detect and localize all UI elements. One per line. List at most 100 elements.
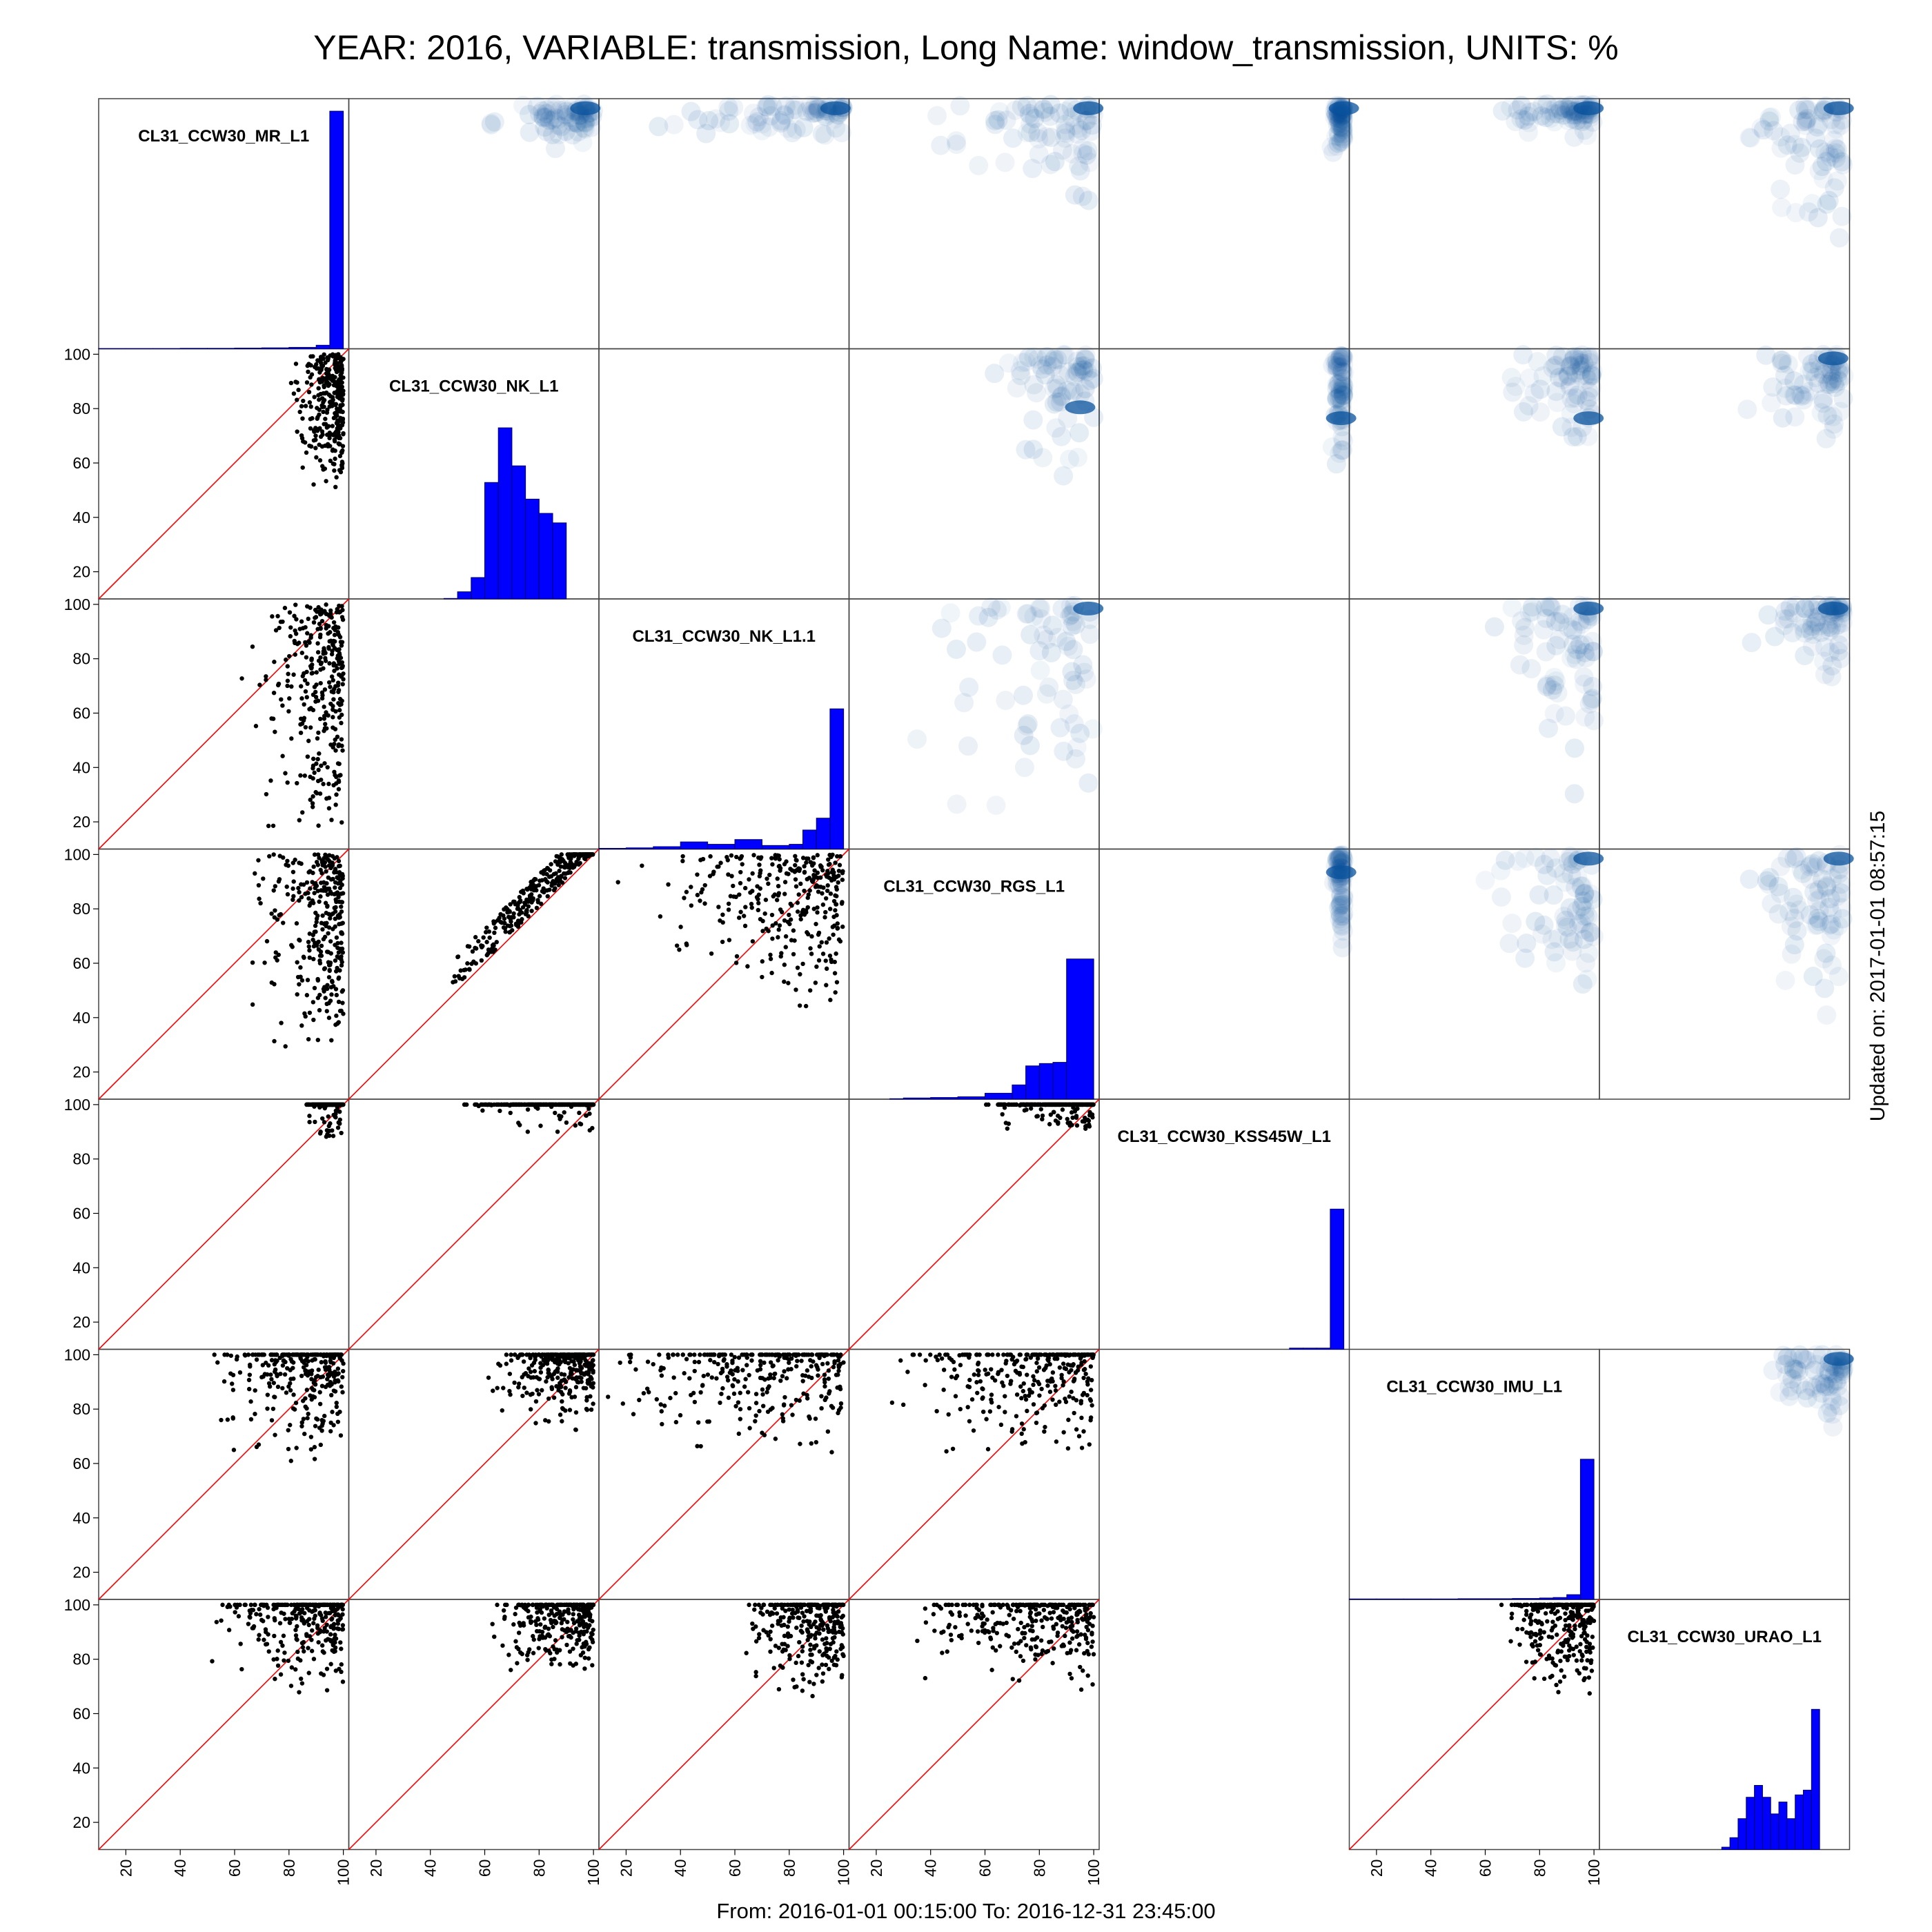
scatter-point [695,1443,700,1449]
scatter-point [702,1352,707,1357]
density-blob [1330,346,1350,366]
scatter-point [934,1408,939,1414]
density-blob [1326,454,1346,474]
scatter-point [316,730,321,736]
scatter-point [515,923,521,927]
scatter-point [700,1383,705,1388]
scatter-point [586,1106,591,1112]
scatter-point [753,1392,759,1397]
scatter-point [823,896,829,901]
scatter-point [336,999,342,1005]
scatter-point [307,1010,313,1015]
density-blob [1584,927,1604,947]
scatter-point [807,1414,811,1419]
density-blob [812,124,832,144]
scatter-point [254,1357,259,1362]
density-blob [1058,362,1078,382]
scatter-point [814,883,819,888]
scatter-point [807,888,812,893]
scatter-point [816,958,822,963]
scatter-point [566,1375,571,1380]
density-blob [992,645,1012,665]
scatter-point [337,1121,342,1126]
density-blob [696,124,716,144]
density-blob [1055,128,1075,148]
scatter-point [473,1102,477,1107]
density-blob [1560,377,1580,397]
scatter-point [533,1102,538,1107]
density-blob [1065,115,1085,135]
scatter-point [318,894,323,899]
scatter-point [1008,1379,1014,1383]
scatter-point [310,900,316,905]
density-blob [1074,662,1094,682]
scatter-point [749,905,754,910]
scatter-point [312,395,317,400]
scatter-point [275,958,279,963]
density-blob [1062,662,1082,682]
scatter-point [304,695,309,700]
density-blob [1764,121,1784,141]
density-blob [1554,105,1574,125]
scatter-point [708,1358,713,1363]
density-blob [940,603,960,623]
density-blob [1771,351,1791,371]
scatter-point [838,1361,843,1367]
scatter-point [521,1359,526,1364]
scatter-point [832,971,838,976]
density-blob [1813,393,1833,413]
scatter-point [312,1388,317,1392]
density-blob [1821,618,1841,638]
scatter-point [306,616,310,622]
scatter-point [302,1011,307,1016]
density-panel [985,345,1104,486]
density-blob [1330,373,1350,393]
scatter-point [577,1110,582,1116]
density-blob [1829,371,1849,391]
scatter-point [768,956,773,961]
density-blob [787,100,807,120]
density-blob [774,104,794,124]
density-blob [575,119,595,139]
scatter-point [778,868,782,873]
scatter-point [315,641,320,646]
scatter-point [557,868,562,874]
scatter-point [308,605,313,610]
scatter-point [559,874,564,879]
scatter-point [529,880,533,885]
density-blob [1556,99,1576,119]
density-blob [1502,914,1522,934]
density-blob [520,122,540,142]
density-blob [958,736,978,756]
density-blob [1550,100,1570,120]
scatter-point [1073,1370,1078,1375]
scatter-point [282,605,288,611]
scatter-point [318,626,323,631]
density-blob [1793,112,1813,132]
density-blob [831,123,851,143]
scatter-point [325,1377,330,1381]
density-blob [1815,664,1835,684]
density-blob [1579,426,1599,446]
scatter-point [825,888,830,894]
scatter-point [831,932,836,937]
density-blob [1034,99,1054,119]
scatter-point [779,951,784,956]
scatter-point [539,870,544,875]
scatter-point [320,862,325,868]
scatter-point [303,891,308,896]
density-blob [1581,365,1601,385]
density-blob [1331,117,1351,137]
density-blob [1833,388,1853,408]
density-blob [1825,143,1845,163]
density-blob [1334,376,1354,396]
density-blob [1800,362,1820,382]
scatter-point [716,905,721,909]
density-blob [1579,694,1599,714]
scatter-point [296,885,301,891]
density-blob [1787,921,1807,941]
scatter-point [941,1368,947,1372]
density-blob [1044,351,1064,371]
scatter-point [707,1352,712,1357]
density-blob [1330,903,1350,923]
